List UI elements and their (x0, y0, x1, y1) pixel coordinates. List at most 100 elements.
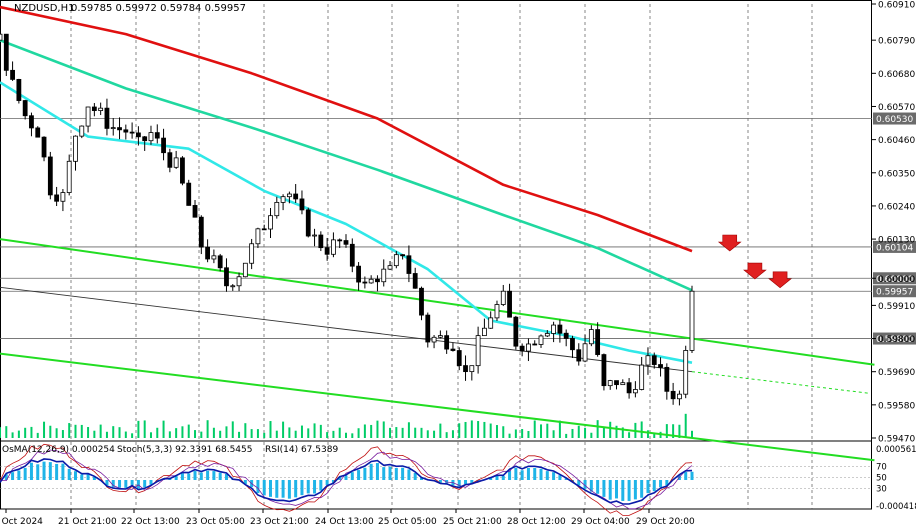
candle-body (425, 314, 431, 343)
down-arrow-shape (743, 262, 767, 280)
candle-body (356, 265, 361, 283)
candle-body (135, 132, 141, 138)
down-arrow-0 (717, 234, 742, 252)
price-tick-label: 0.60000 (878, 275, 915, 285)
candle-body (299, 198, 305, 211)
candle-body (180, 157, 185, 184)
candle-body (349, 243, 355, 267)
candle-body (186, 182, 192, 206)
candle-body (3, 33, 9, 71)
time-axis-label: 29 Oct 20:00 (636, 517, 695, 527)
moving-averages (0, 5, 693, 364)
price-tick-label: 0.59800 (878, 335, 915, 345)
candle-body (224, 267, 229, 287)
candle-body (544, 333, 550, 337)
candle-body (620, 382, 626, 386)
candle-body (261, 228, 267, 231)
price-tick-label: 0.60350 (878, 169, 915, 179)
candle-body (22, 100, 28, 117)
candle-body (331, 239, 336, 255)
candle-body (563, 332, 569, 339)
candle-body (60, 192, 66, 202)
candle-body (607, 380, 613, 387)
candle-body (444, 335, 450, 350)
price-tick-label: 0.60460 (878, 136, 915, 146)
symbol-label: NZDUSD,H1 (14, 3, 74, 14)
level-tag-0 (873, 112, 916, 125)
candle-body (595, 329, 601, 355)
candle-body (519, 345, 525, 352)
candle-body (161, 137, 166, 154)
candle-body (154, 132, 160, 139)
channel-mid-extension (691, 371, 869, 394)
rsi-label: RSI(14) 67.5389 (265, 445, 338, 455)
candle-body (645, 355, 651, 366)
candle-body (47, 156, 53, 196)
candle-body (173, 157, 179, 168)
candle-body (614, 380, 619, 386)
time-axis-label: 25 Oct 05:00 (378, 517, 437, 527)
candle-body (129, 131, 135, 134)
candle-body (305, 209, 311, 237)
channel-mid-line (0, 286, 693, 373)
level-tag-label: 0.60530 (876, 115, 913, 125)
price-tick-label: 0.60130 (878, 236, 915, 246)
level-tag-4 (873, 332, 916, 345)
channel-line-0 (0, 238, 875, 366)
price-tick-label: 0.59580 (878, 401, 915, 411)
subwindow-tick-label: 70 (876, 463, 887, 473)
candle-body (507, 290, 512, 318)
price-tick-label: 0.60240 (878, 202, 915, 212)
candle-body (532, 343, 538, 346)
candle-body (463, 365, 468, 373)
candle-body (582, 343, 588, 362)
candle-body (192, 205, 198, 218)
candle-body (91, 106, 97, 111)
subwindow-tick-label: 0.000561 (876, 445, 916, 455)
candle-body (85, 106, 91, 127)
candle-body (632, 389, 638, 394)
candle-body (601, 354, 607, 387)
time-axis-label: 23 Oct 21:00 (250, 517, 309, 527)
ohlc-readout: 0.59785 0.59972 0.59784 0.59957 (71, 3, 246, 14)
candle-body (689, 290, 695, 351)
candle-body (123, 129, 129, 133)
candle-body (236, 276, 242, 287)
price-axis: 0.60910 0.60790 0.60680 0.60570 0.60460 0.603… (872, 1, 915, 445)
price-tick-label: 0.60570 (878, 103, 915, 113)
level-tag-1 (873, 240, 916, 253)
candle-body (211, 255, 217, 260)
trend-channels (0, 238, 875, 462)
candle-body (381, 268, 387, 283)
candle-body (110, 127, 116, 129)
stoch-main-line (0, 458, 693, 505)
candle-body (393, 254, 399, 267)
price-tick-label: 0.59690 (878, 368, 915, 378)
candle-body (41, 136, 47, 158)
time-axis-label: 28 Oct 12:00 (507, 517, 566, 527)
candles (0, 32, 695, 406)
candle-body (293, 193, 299, 200)
rsi-line (0, 449, 693, 510)
candle-body (249, 243, 255, 264)
candle-body (677, 393, 682, 400)
candle-body (500, 290, 506, 305)
time-axis-label: 29 Oct 04:00 (571, 517, 630, 527)
candle-body (526, 343, 531, 352)
candle-body (437, 335, 443, 338)
candle-body (488, 317, 494, 329)
candle-body (557, 324, 563, 334)
time-axis-label: 22 Oct 13:00 (121, 517, 180, 527)
level-tag-label: 0.60000 (876, 275, 913, 285)
candle-body (16, 78, 22, 101)
candle-body (217, 255, 223, 269)
candle-body (481, 327, 487, 337)
level-tag-label: 0.60104 (876, 243, 913, 253)
horizontal-levels: 0.60530 0.60104 0.60000 0.59957 0.59800 (0, 112, 916, 345)
candle-body (142, 136, 148, 142)
candle-body (280, 196, 286, 203)
candle-body (551, 324, 556, 334)
candle-body (286, 193, 292, 198)
